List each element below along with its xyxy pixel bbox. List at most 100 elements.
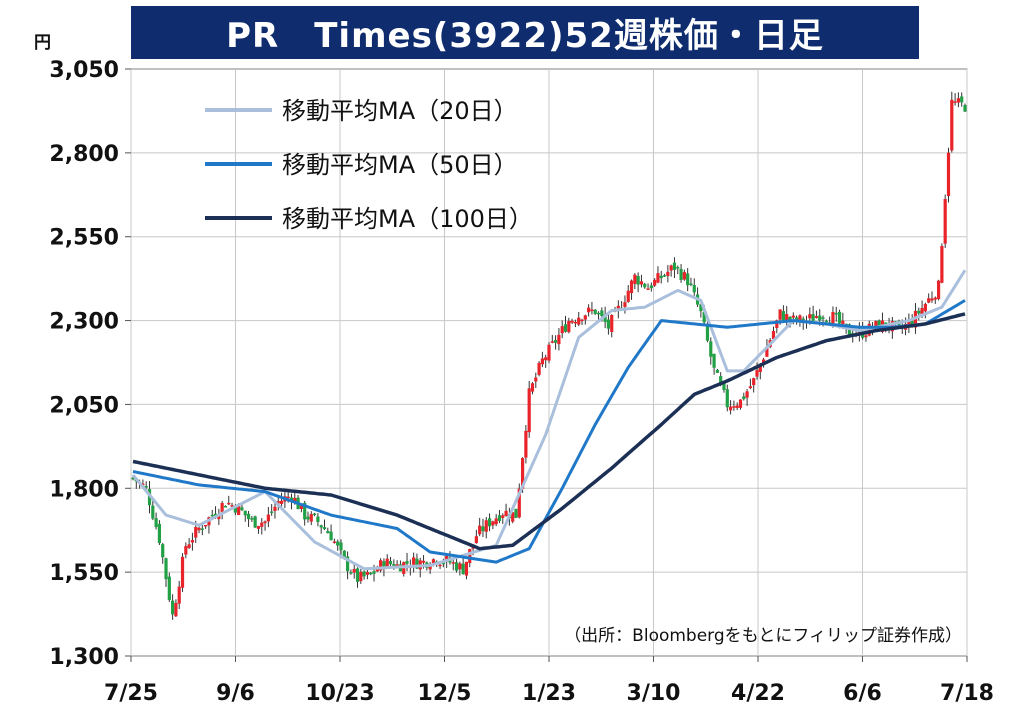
candle-body xyxy=(289,497,294,502)
y-tick-label: 2,800 xyxy=(49,142,119,167)
candle-body xyxy=(217,514,221,520)
candle-body xyxy=(491,521,495,526)
candle-body xyxy=(421,560,426,563)
candle-body xyxy=(771,330,776,340)
candle-body xyxy=(204,524,208,527)
x-tick-label: 1/23 xyxy=(522,681,576,706)
candle-body xyxy=(233,506,237,513)
candle-body xyxy=(369,572,373,575)
candle-body xyxy=(676,267,680,269)
candle-body xyxy=(950,99,954,151)
x-tick-label: 7/25 xyxy=(104,681,158,706)
ma100-line xyxy=(132,312,966,551)
candle-body xyxy=(732,406,736,408)
candle-body xyxy=(177,586,181,604)
candle-body xyxy=(517,488,521,518)
candle-body xyxy=(956,98,960,103)
candle-body xyxy=(497,515,502,521)
candle-body xyxy=(662,275,667,277)
candle-body xyxy=(722,382,726,391)
candle-body xyxy=(583,315,587,320)
candle-body xyxy=(184,546,188,555)
candle-body xyxy=(540,358,544,365)
candle-body xyxy=(312,513,317,516)
candle-body xyxy=(316,516,320,523)
candle-body xyxy=(940,246,944,283)
candle-body xyxy=(672,262,677,270)
candle-body xyxy=(600,310,604,317)
candle-body xyxy=(563,324,568,332)
candle-body xyxy=(666,271,670,276)
x-tick-label: 6/6 xyxy=(843,681,882,706)
candle-body xyxy=(342,550,346,559)
candle-body xyxy=(920,307,924,316)
candle-body xyxy=(270,511,274,513)
candle-body xyxy=(560,326,564,334)
candle-body xyxy=(946,152,951,197)
candle-body xyxy=(180,556,185,588)
candle-body xyxy=(824,320,828,323)
candle-body xyxy=(669,265,673,271)
candle-body xyxy=(161,544,165,558)
candle-body xyxy=(573,321,578,324)
candle-body xyxy=(250,518,254,520)
candle-body xyxy=(596,312,601,315)
candle-body xyxy=(253,516,257,528)
candle-body xyxy=(263,521,267,524)
candle-body xyxy=(190,540,195,543)
candle-body xyxy=(834,312,838,315)
candle-body xyxy=(653,279,657,286)
candle-body xyxy=(375,569,379,572)
x-tick-label: 10/23 xyxy=(305,681,374,706)
y-tick-label: 1,550 xyxy=(49,561,119,586)
candle-body xyxy=(487,518,492,527)
x-tick-label: 3/10 xyxy=(627,681,681,706)
candle-body xyxy=(520,458,525,489)
candle-body xyxy=(431,559,436,564)
candle-body xyxy=(171,600,175,615)
candle-body xyxy=(527,388,531,433)
candle-body xyxy=(220,502,224,513)
candle-body xyxy=(963,105,967,112)
candle-body xyxy=(382,561,386,569)
candle-body xyxy=(151,505,155,519)
candle-body xyxy=(636,275,640,285)
candle-body xyxy=(775,320,779,329)
y-tick-label: 2,550 xyxy=(49,226,119,251)
candle-body xyxy=(484,520,488,532)
candle-body xyxy=(349,572,353,574)
candle-body xyxy=(461,563,465,575)
candle-body xyxy=(795,317,799,322)
candle-body xyxy=(725,389,729,408)
candle-body xyxy=(603,314,607,323)
candle-body xyxy=(811,314,815,321)
candle-body xyxy=(728,406,733,411)
candle-body xyxy=(656,273,660,283)
candle-body xyxy=(930,298,934,301)
candle-body xyxy=(474,536,478,544)
candle-body xyxy=(243,510,247,516)
candle-body xyxy=(633,274,637,284)
candle-body xyxy=(943,198,947,244)
x-tick-label: 9/6 xyxy=(216,681,255,706)
candle-body xyxy=(554,339,558,343)
candle-body xyxy=(494,518,498,525)
candle-body xyxy=(738,399,743,408)
candle-body xyxy=(131,477,135,480)
candle-body xyxy=(230,505,234,507)
candle-body xyxy=(874,320,878,327)
candle-body xyxy=(514,508,518,518)
candle-body xyxy=(699,304,703,312)
candle-body xyxy=(279,500,284,504)
x-tick-label: 7/18 xyxy=(940,681,994,706)
candle-body xyxy=(276,501,280,504)
candle-body xyxy=(428,566,432,570)
candle-body xyxy=(237,504,241,516)
candle-body xyxy=(405,561,409,564)
candle-body xyxy=(468,548,472,563)
candle-body xyxy=(478,525,482,535)
candle-body xyxy=(960,96,964,103)
candle-body xyxy=(821,317,825,319)
candle-body xyxy=(174,603,178,617)
candle-body xyxy=(504,510,508,516)
